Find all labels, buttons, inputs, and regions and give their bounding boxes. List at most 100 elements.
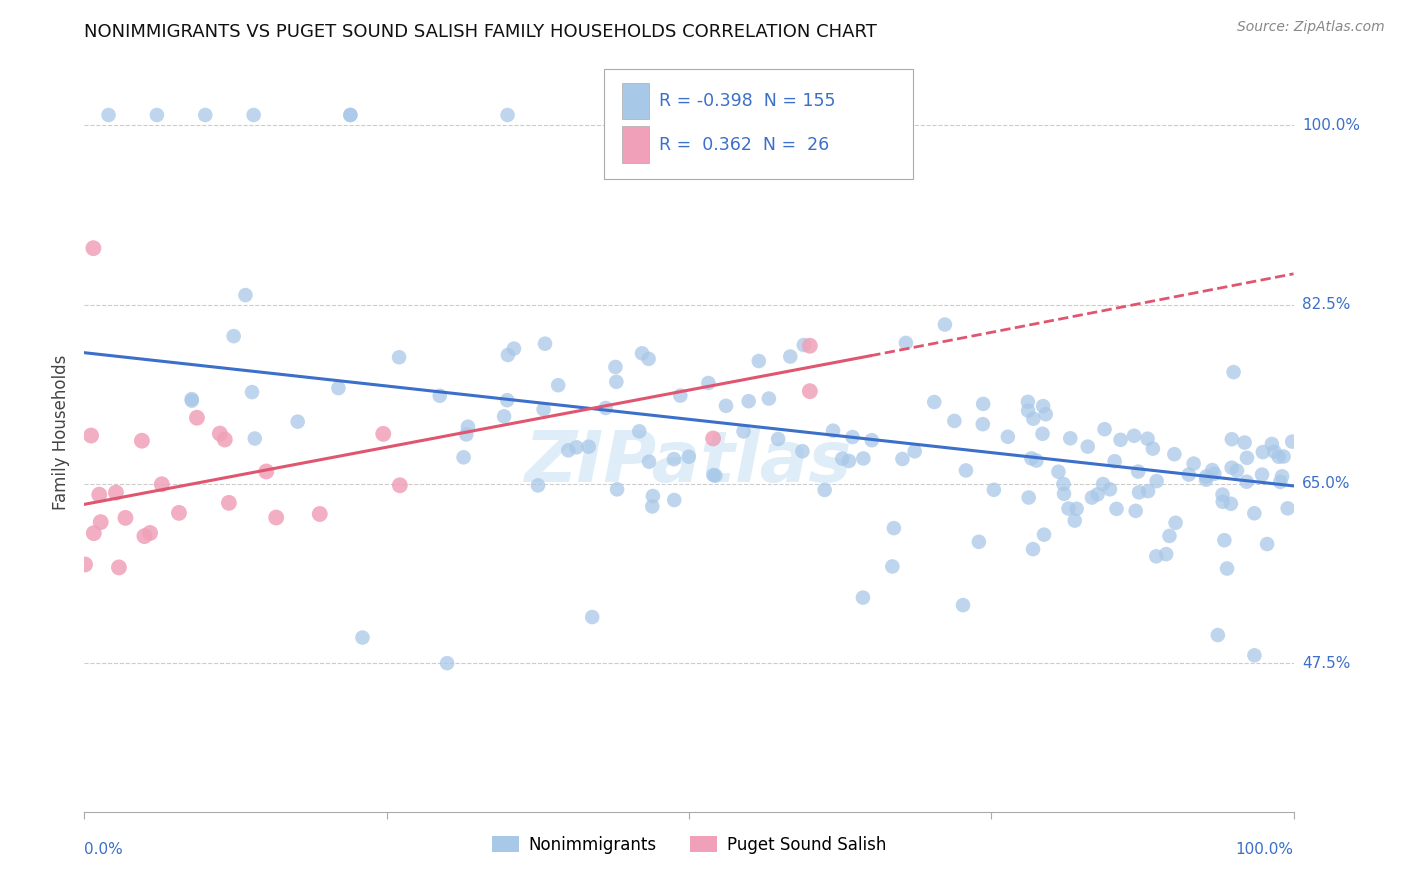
Nonimmigrants (793, 338, 815, 352)
Nonimmigrants (831, 451, 853, 466)
Nonimmigrants (1098, 483, 1121, 497)
Text: 47.5%: 47.5% (1302, 656, 1350, 671)
Nonimmigrants (1281, 434, 1303, 449)
Nonimmigrants (904, 444, 927, 458)
Nonimmigrants (180, 392, 202, 406)
Nonimmigrants (1261, 437, 1284, 451)
Nonimmigrants (1137, 484, 1160, 499)
Nonimmigrants (436, 656, 458, 670)
Nonimmigrants (983, 483, 1005, 497)
Nonimmigrants (669, 389, 692, 403)
Puget Sound Salish (799, 339, 821, 353)
Nonimmigrants (1243, 506, 1265, 520)
Nonimmigrants (1256, 537, 1278, 551)
Nonimmigrants (1047, 465, 1070, 479)
Nonimmigrants (534, 336, 557, 351)
Nonimmigrants (605, 359, 627, 374)
Nonimmigrants (1092, 477, 1115, 491)
Nonimmigrants (1277, 501, 1299, 516)
Nonimmigrants (328, 381, 350, 395)
Text: 65.0%: 65.0% (1302, 476, 1350, 491)
Nonimmigrants (1053, 487, 1076, 501)
Nonimmigrants (641, 489, 664, 503)
Nonimmigrants (882, 559, 904, 574)
Puget Sound Salish (702, 432, 724, 446)
Nonimmigrants (1270, 475, 1292, 489)
Nonimmigrants (702, 468, 724, 483)
Puget Sound Salish (90, 515, 112, 529)
Nonimmigrants (235, 288, 257, 302)
Nonimmigrants (1272, 450, 1295, 464)
Nonimmigrants (1251, 445, 1274, 459)
Puget Sound Salish (139, 525, 162, 540)
Nonimmigrants (1154, 547, 1177, 561)
Text: 100.0%: 100.0% (1302, 118, 1360, 133)
Nonimmigrants (1206, 628, 1229, 642)
Nonimmigrants (1128, 465, 1150, 479)
Nonimmigrants (146, 108, 169, 122)
Puget Sound Salish (104, 485, 127, 500)
Puget Sound Salish (373, 426, 395, 441)
Nonimmigrants (1144, 549, 1167, 564)
Puget Sound Salish (131, 434, 153, 448)
Nonimmigrants (1201, 463, 1223, 477)
Text: Source: ZipAtlas.com: Source: ZipAtlas.com (1237, 20, 1385, 34)
Nonimmigrants (1104, 454, 1126, 468)
Nonimmigrants (838, 454, 860, 468)
Nonimmigrants (1263, 444, 1285, 458)
Puget Sound Salish (114, 511, 136, 525)
Puget Sound Salish (264, 510, 287, 524)
Nonimmigrants (527, 478, 550, 492)
Nonimmigrants (852, 451, 875, 466)
Nonimmigrants (1022, 542, 1045, 557)
Nonimmigrants (758, 392, 780, 406)
Nonimmigrants (180, 393, 202, 408)
Nonimmigrants (1195, 469, 1218, 483)
Nonimmigrants (494, 409, 516, 424)
Puget Sound Salish (80, 428, 103, 442)
Nonimmigrants (733, 425, 755, 439)
Nonimmigrants (631, 346, 654, 360)
Puget Sound Salish (218, 496, 240, 510)
Nonimmigrants (697, 376, 720, 390)
Nonimmigrants (496, 393, 519, 408)
Nonimmigrants (97, 108, 120, 122)
Text: 100.0%: 100.0% (1236, 842, 1294, 857)
Nonimmigrants (496, 348, 519, 362)
Nonimmigrants (997, 430, 1019, 444)
Nonimmigrants (1017, 394, 1039, 409)
Nonimmigrants (972, 397, 994, 411)
Nonimmigrants (287, 415, 309, 429)
Nonimmigrants (1077, 440, 1099, 454)
Puget Sound Salish (388, 478, 411, 492)
Nonimmigrants (1226, 464, 1249, 478)
Nonimmigrants (496, 108, 519, 122)
Nonimmigrants (240, 385, 263, 400)
Nonimmigrants (748, 354, 770, 368)
Nonimmigrants (779, 350, 801, 364)
Nonimmigrants (352, 631, 374, 645)
Nonimmigrants (641, 500, 664, 514)
Nonimmigrants (1195, 473, 1218, 487)
Nonimmigrants (891, 452, 914, 467)
Nonimmigrants (1220, 460, 1243, 475)
Nonimmigrants (638, 455, 661, 469)
Nonimmigrants (222, 329, 245, 343)
Puget Sound Salish (82, 241, 104, 255)
Nonimmigrants (737, 394, 759, 409)
Legend: Nonimmigrants, Puget Sound Salish: Nonimmigrants, Puget Sound Salish (485, 829, 893, 860)
Nonimmigrants (955, 463, 977, 477)
Nonimmigrants (533, 402, 555, 417)
Nonimmigrants (1031, 426, 1053, 441)
Nonimmigrants (557, 443, 579, 458)
Nonimmigrants (814, 483, 837, 497)
Nonimmigrants (1212, 487, 1234, 501)
Nonimmigrants (934, 318, 956, 332)
Nonimmigrants (1052, 477, 1074, 491)
Nonimmigrants (1243, 648, 1265, 663)
Nonimmigrants (1063, 514, 1085, 528)
Nonimmigrants (860, 433, 883, 447)
Y-axis label: Family Households: Family Households (52, 355, 70, 510)
Nonimmigrants (1164, 516, 1187, 530)
Nonimmigrants (1025, 453, 1047, 467)
